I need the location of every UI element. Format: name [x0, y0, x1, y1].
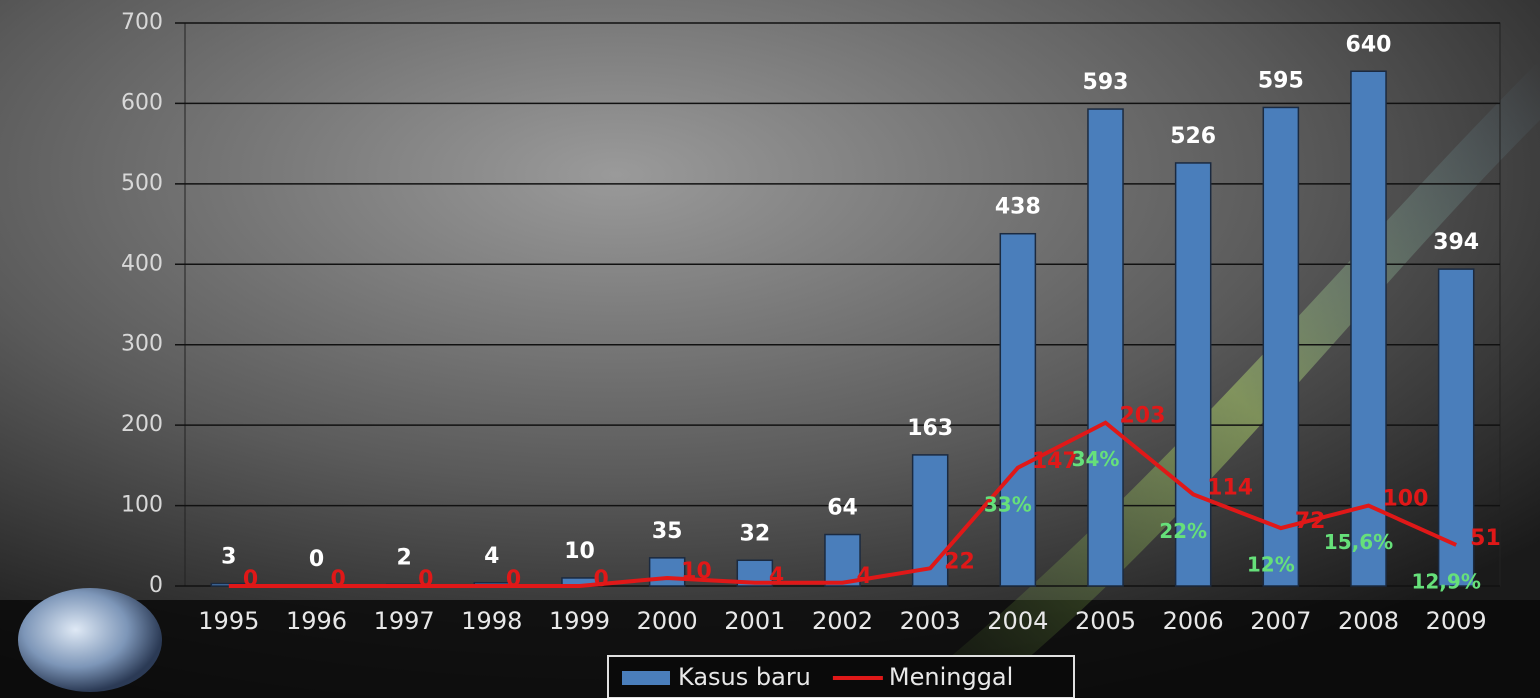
- line-value-label: 0: [506, 567, 521, 592]
- line-value-label: 0: [594, 567, 609, 592]
- legend-label: Meninggal: [889, 663, 1013, 691]
- bar-value-label: 438: [995, 195, 1041, 220]
- bar-value-label: 394: [1433, 230, 1479, 255]
- line-value-label: 72: [1295, 509, 1326, 534]
- x-tick-label: 2007: [1250, 607, 1311, 635]
- x-tick-label: 2008: [1338, 607, 1399, 635]
- globe-icon: [18, 588, 162, 692]
- bar-value-label: 10: [564, 539, 595, 564]
- x-tick-label: 2006: [1163, 607, 1224, 635]
- legend-box: [607, 655, 1075, 698]
- bar: [824, 533, 861, 587]
- rate-label: 12,9%: [1411, 569, 1480, 593]
- y-tick-label: 400: [121, 251, 163, 276]
- bar-value-label: 163: [907, 416, 953, 441]
- rate-label: 34%: [1072, 447, 1120, 471]
- x-tick-label: 2005: [1075, 607, 1136, 635]
- bar-value-label: 4: [484, 544, 499, 569]
- line-value-label: 0: [418, 567, 433, 592]
- legend-marker: [622, 671, 670, 685]
- line-value-label: 4: [769, 564, 784, 589]
- x-tick-label: 1998: [461, 607, 522, 635]
- bar-value-label: 64: [827, 496, 858, 521]
- x-tick-label: 1996: [286, 607, 347, 635]
- x-tick-label: 2009: [1426, 607, 1487, 635]
- line-value-label: 4: [857, 564, 872, 589]
- bar-value-label: 593: [1083, 70, 1129, 95]
- rate-label: 15,6%: [1324, 530, 1393, 554]
- line-value-label: 147: [1032, 449, 1078, 474]
- bar-value-label: 3: [221, 545, 236, 570]
- bar: [999, 232, 1037, 587]
- bar: [1437, 268, 1475, 587]
- bar-value-label: 2: [397, 545, 412, 570]
- x-tick-label: 2003: [900, 607, 961, 635]
- bar: [1350, 70, 1387, 587]
- y-tick-label: 600: [121, 90, 163, 115]
- bar: [648, 557, 686, 587]
- line: [228, 420, 1457, 588]
- rate-label: 33%: [984, 492, 1032, 516]
- line-value-label: 10: [681, 559, 712, 584]
- bar: [1087, 108, 1124, 587]
- rate-label: 12%: [1247, 553, 1295, 577]
- x-tick-label: 1997: [374, 607, 435, 635]
- line-value-label: 114: [1207, 475, 1253, 500]
- bar-value-label: 640: [1346, 32, 1392, 57]
- line-value-label: 0: [243, 567, 258, 592]
- bar-value-label: 595: [1258, 68, 1304, 93]
- y-tick-label: 500: [121, 171, 163, 196]
- y-tick-label: 0: [149, 573, 163, 598]
- bar: [911, 454, 949, 587]
- y-tick-label: 100: [121, 493, 163, 518]
- line-value-label: 51: [1470, 526, 1501, 551]
- line-value-label: 100: [1383, 487, 1429, 512]
- x-tick-label: 1999: [549, 607, 610, 635]
- line-value-label: 22: [944, 549, 975, 574]
- x-tick-label: 2001: [724, 607, 785, 635]
- bar: [1262, 106, 1300, 587]
- bar-value-label: 0: [309, 547, 324, 572]
- bar-value-label: 526: [1170, 124, 1216, 149]
- x-tick-label: 2004: [987, 607, 1048, 635]
- y-tick-label: 700: [121, 10, 163, 35]
- x-tick-label: 1995: [198, 607, 259, 635]
- line-value-label: 203: [1120, 404, 1166, 429]
- bar-value-label: 32: [740, 521, 771, 546]
- x-tick-label: 2002: [812, 607, 873, 635]
- x-tick-label: 2000: [637, 607, 698, 635]
- line-value-label: 0: [331, 567, 346, 592]
- rate-label: 22%: [1159, 519, 1207, 543]
- bar-value-label: 35: [652, 519, 683, 544]
- y-tick-label: 300: [121, 332, 163, 357]
- y-tick-label: 200: [121, 412, 163, 437]
- bar: [1174, 162, 1212, 587]
- legend-label: Kasus baru: [678, 663, 811, 691]
